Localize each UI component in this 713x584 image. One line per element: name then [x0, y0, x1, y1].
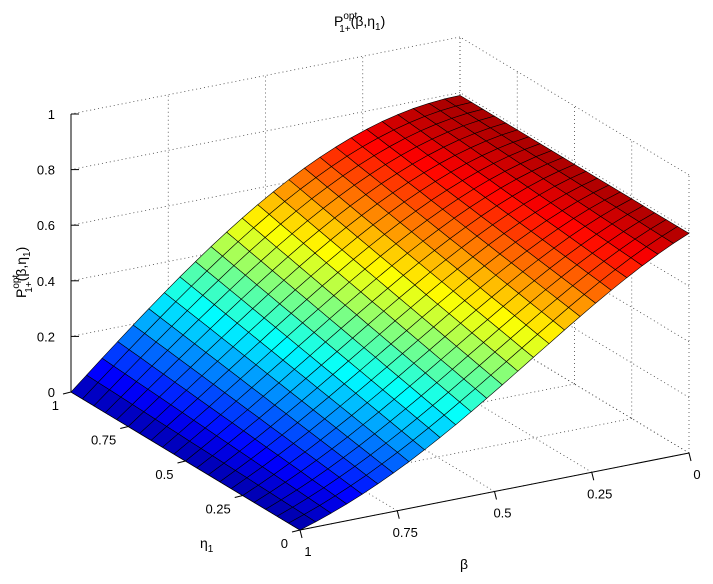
eta-tick-label: 0.5 [155, 467, 173, 482]
eta-tick-label: 1 [52, 398, 59, 413]
beta-tick [494, 491, 497, 500]
beta-tick-label: 0.25 [587, 486, 612, 501]
grid-line [265, 353, 495, 492]
beta-tick-label: 0.5 [493, 506, 511, 521]
surface-patch [288, 514, 317, 531]
z-tick-label: 0.2 [37, 329, 55, 344]
eta-tick [120, 426, 129, 429]
z-tick-label: 0 [48, 385, 55, 400]
z-tick-label: 1 [48, 107, 55, 122]
grid-line [459, 314, 690, 454]
x-axis-label: β [460, 556, 468, 572]
eta-tick [62, 391, 72, 395]
grid-line [459, 92, 690, 231]
grid-line [459, 203, 690, 343]
y-axis-label: η1 [200, 535, 214, 555]
eta-tick [177, 460, 186, 464]
beta-tick-label: 0 [693, 467, 700, 482]
chart-title: Popt 1+(β,η1) [334, 11, 385, 35]
surface-mesh [70, 95, 690, 531]
eta-tick [234, 495, 243, 498]
z-tick-label: 0.6 [37, 218, 55, 233]
z-tick-label: 0.8 [37, 163, 55, 178]
grid-line [459, 36, 690, 176]
grid-line [362, 333, 592, 473]
beta-tick [688, 452, 692, 462]
beta-tick-label: 0.75 [393, 525, 418, 540]
eta-tick-label: 0.75 [91, 433, 116, 448]
eta-tick-label: 0.25 [205, 502, 230, 517]
beta-tick [591, 472, 595, 481]
beta-tick [396, 510, 400, 519]
z-tick-label: 0.4 [37, 274, 55, 289]
eta-tick-label: 0 [281, 536, 288, 551]
beta-tick [299, 529, 303, 539]
eta-tick [291, 529, 301, 533]
grid-line [459, 147, 690, 287]
beta-tick-label: 1 [304, 544, 311, 559]
z-axis-label: Popt 1+(β,η1) [11, 247, 35, 298]
grid-line [70, 36, 461, 115]
grid-line [459, 259, 690, 398]
